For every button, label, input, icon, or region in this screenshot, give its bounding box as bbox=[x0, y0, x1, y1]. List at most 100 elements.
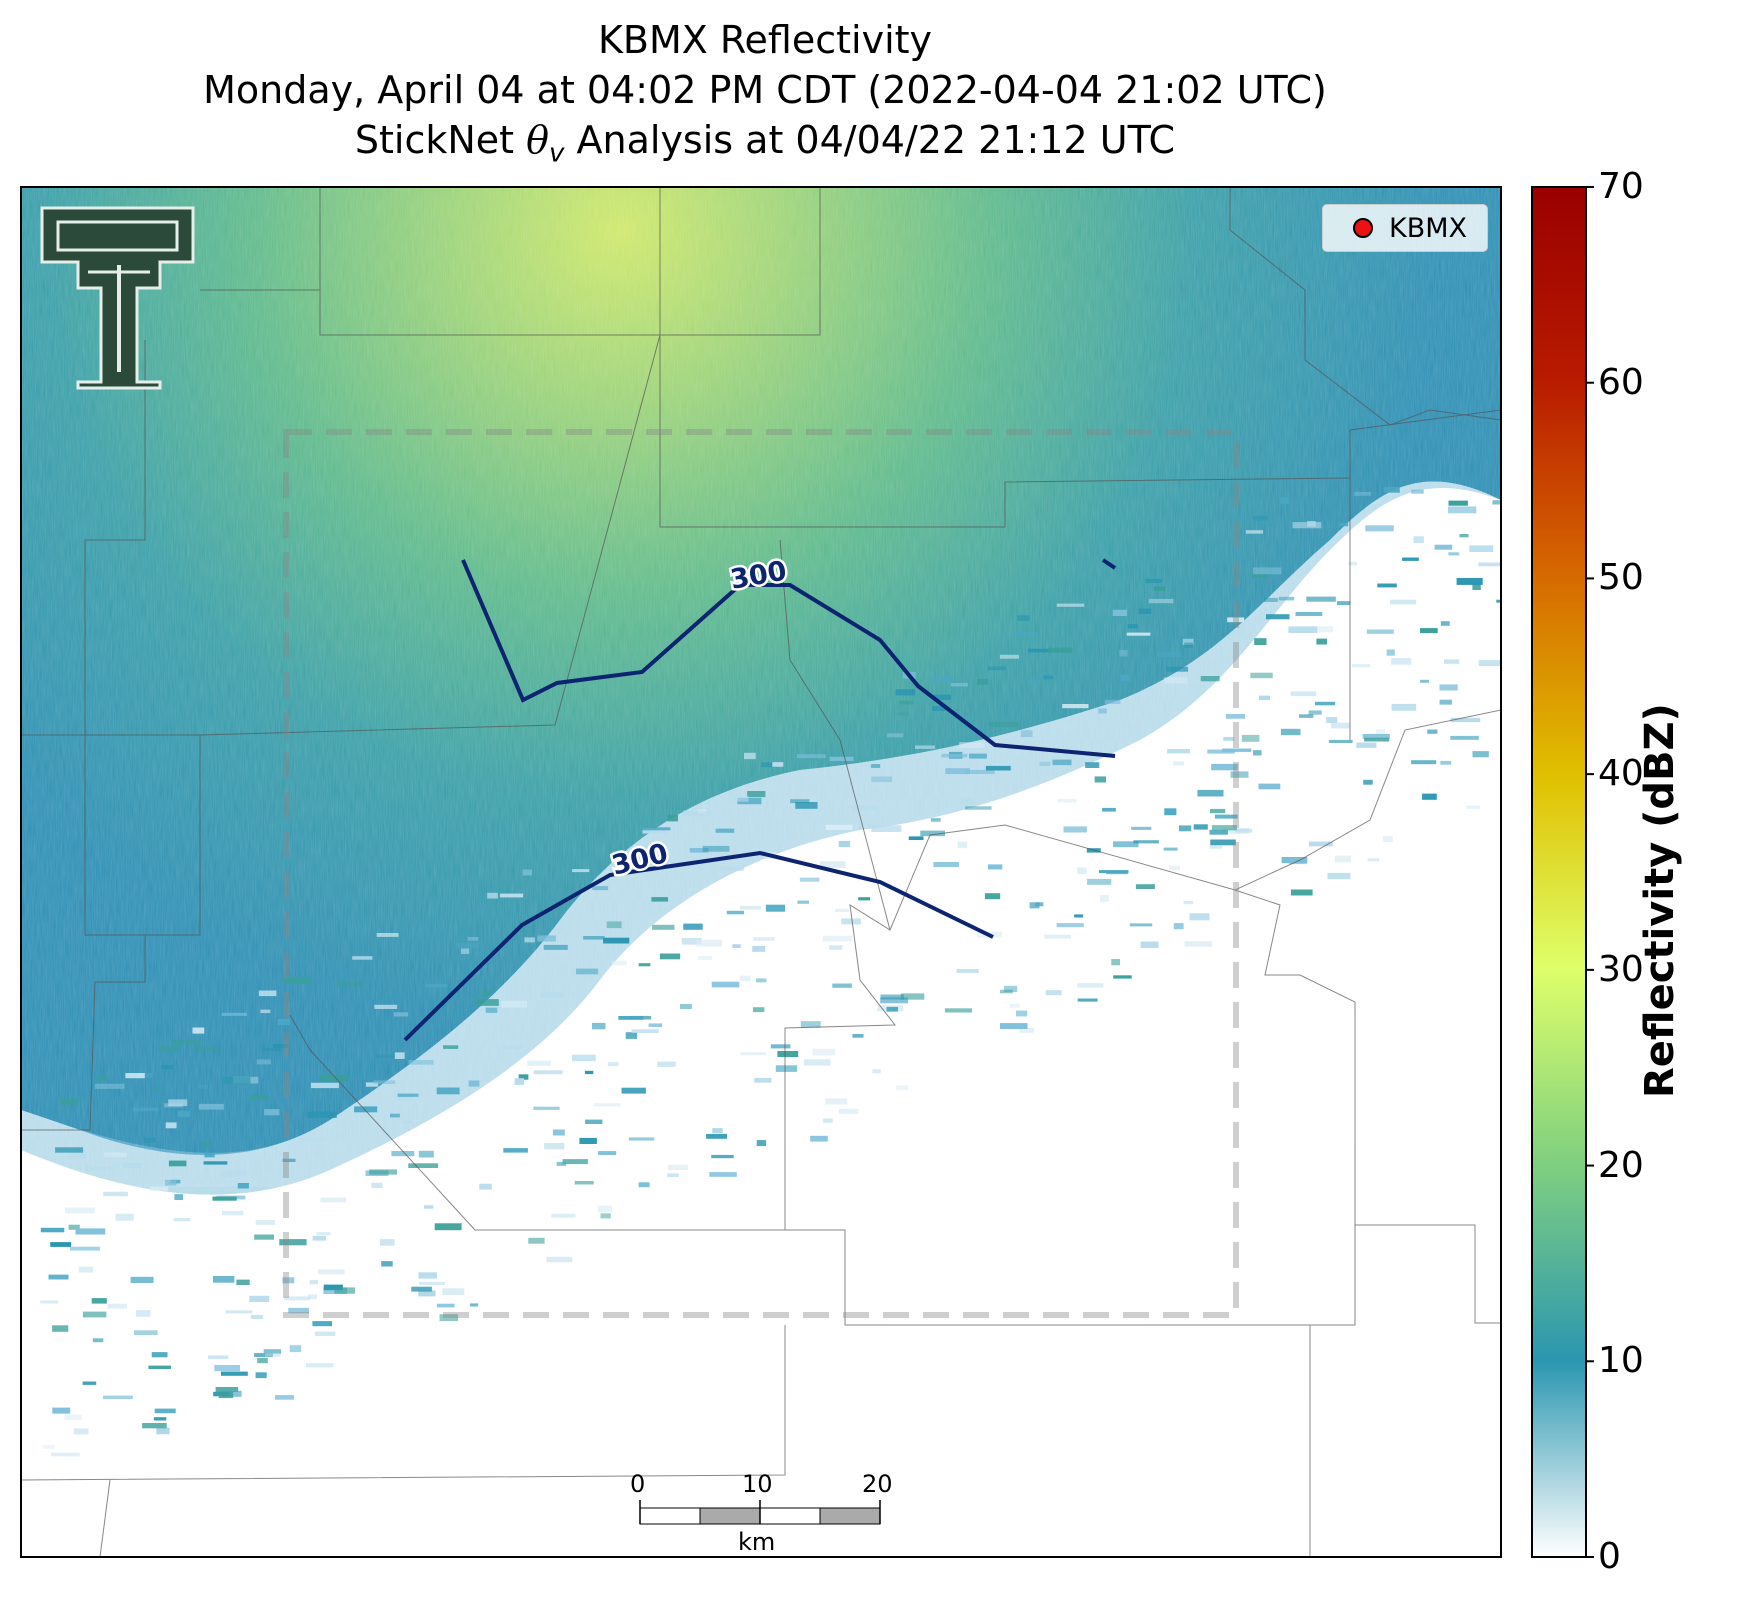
echo-gate bbox=[42, 1445, 55, 1449]
echo-gate bbox=[1448, 552, 1460, 556]
echo-gate bbox=[315, 1331, 336, 1336]
echo-gate bbox=[391, 1151, 415, 1157]
echo-gate bbox=[985, 765, 1011, 771]
echo-gate bbox=[153, 1417, 167, 1421]
echo-gate bbox=[706, 1133, 727, 1139]
echo-gate bbox=[275, 1395, 294, 1400]
echo-gate bbox=[537, 935, 556, 942]
echo-gate bbox=[1230, 771, 1249, 778]
echo-gate bbox=[1450, 717, 1481, 723]
echo-gate bbox=[64, 1414, 82, 1420]
echo-gate bbox=[1029, 902, 1040, 909]
echo-gate bbox=[94, 1083, 125, 1089]
echo-gate bbox=[1127, 624, 1138, 629]
echo-gate bbox=[456, 942, 479, 949]
echo-gate bbox=[852, 1034, 864, 1038]
echo-gate bbox=[1077, 867, 1087, 874]
echo-gate bbox=[426, 984, 448, 988]
echo-gate bbox=[1225, 714, 1245, 719]
echo-gate bbox=[125, 1073, 145, 1079]
echo-gate bbox=[255, 1372, 267, 1379]
echo-gate bbox=[797, 900, 809, 904]
echo-gate bbox=[1390, 599, 1417, 605]
echo-gate bbox=[92, 1338, 104, 1343]
echo-gate bbox=[651, 897, 669, 902]
echo-gate bbox=[933, 676, 953, 683]
echo-gate bbox=[1258, 695, 1270, 700]
echo-gate bbox=[712, 1128, 723, 1134]
echo-gate bbox=[544, 1143, 565, 1150]
echo-gate bbox=[1354, 491, 1372, 496]
echo-gate bbox=[1131, 826, 1152, 830]
scale-bar bbox=[639, 1500, 881, 1525]
echo-gate bbox=[600, 1213, 611, 1219]
echo-gate bbox=[880, 997, 909, 1004]
echo-gate bbox=[715, 828, 735, 833]
echo-gate bbox=[55, 1147, 84, 1153]
title-line-1: KBMX Reflectivity bbox=[597, 18, 933, 62]
map-area[interactable]: 300 300 bbox=[21, 187, 1521, 1557]
echo-gate bbox=[501, 1000, 528, 1008]
echo-gate bbox=[143, 1137, 156, 1143]
echo-gate bbox=[1326, 717, 1338, 723]
colorbar-tick-label: 70 bbox=[1598, 166, 1644, 207]
echo-gate bbox=[1183, 901, 1194, 905]
echo-gate bbox=[761, 762, 776, 768]
echo-gate bbox=[1113, 841, 1139, 848]
echo-gate bbox=[284, 1296, 311, 1301]
echo-gate bbox=[965, 806, 992, 810]
echo-gate bbox=[273, 1044, 289, 1048]
echo-gate bbox=[1252, 567, 1282, 575]
echo-gate bbox=[698, 956, 712, 960]
echo-gate bbox=[376, 933, 399, 937]
echo-gate bbox=[503, 1148, 528, 1153]
echo-gate bbox=[1245, 530, 1263, 534]
echo-gate bbox=[822, 935, 853, 942]
echo-gate bbox=[174, 1194, 184, 1200]
echo-gate bbox=[323, 1284, 343, 1291]
title-suffix: Analysis at 04/04/22 21:12 UTC bbox=[564, 118, 1176, 162]
echo-gate bbox=[159, 1045, 180, 1053]
scale-bar-unit: km bbox=[738, 1528, 776, 1556]
echo-gate bbox=[1043, 675, 1053, 680]
echo-gate bbox=[524, 937, 535, 943]
echo-gate bbox=[770, 1044, 791, 1049]
echo-gate bbox=[336, 981, 363, 987]
echo-gate bbox=[168, 1099, 188, 1107]
echo-gate bbox=[1214, 814, 1238, 819]
echo-gate bbox=[1456, 578, 1483, 585]
echo-gate bbox=[1077, 998, 1098, 1002]
echo-gate bbox=[765, 904, 786, 912]
echo-gate bbox=[533, 1070, 563, 1075]
echo-gate bbox=[1290, 889, 1313, 896]
echo-gate bbox=[1422, 793, 1437, 800]
echo-gate bbox=[533, 1106, 560, 1110]
legend-label: KBMX bbox=[1389, 212, 1468, 244]
echo-gate bbox=[711, 1154, 734, 1159]
echo-gate bbox=[1427, 729, 1438, 734]
echo-gate bbox=[255, 1220, 275, 1225]
echo-gate bbox=[689, 848, 709, 853]
echo-gate bbox=[1112, 609, 1128, 616]
echo-gate bbox=[136, 1310, 151, 1317]
theta-symbol: θ bbox=[526, 118, 550, 162]
echo-gate bbox=[618, 1016, 644, 1020]
echo-gate bbox=[1315, 701, 1336, 706]
echo-gate bbox=[1472, 583, 1481, 590]
echo-gate bbox=[1290, 691, 1317, 697]
echo-gate bbox=[835, 908, 850, 912]
echo-gate bbox=[256, 1059, 271, 1065]
echo-gate bbox=[173, 1218, 190, 1222]
echo-gate bbox=[264, 1109, 280, 1116]
echo-gate bbox=[594, 1103, 621, 1107]
echo-gate bbox=[277, 1019, 290, 1026]
echo-gate bbox=[1444, 659, 1460, 664]
echo-gate bbox=[1377, 583, 1397, 588]
echo-gate bbox=[1241, 734, 1260, 742]
echo-gate bbox=[394, 1052, 405, 1059]
echo-gate bbox=[1178, 825, 1192, 832]
echo-gate bbox=[1469, 545, 1494, 552]
echo-gate bbox=[1119, 649, 1128, 657]
echo-gate bbox=[583, 936, 605, 940]
